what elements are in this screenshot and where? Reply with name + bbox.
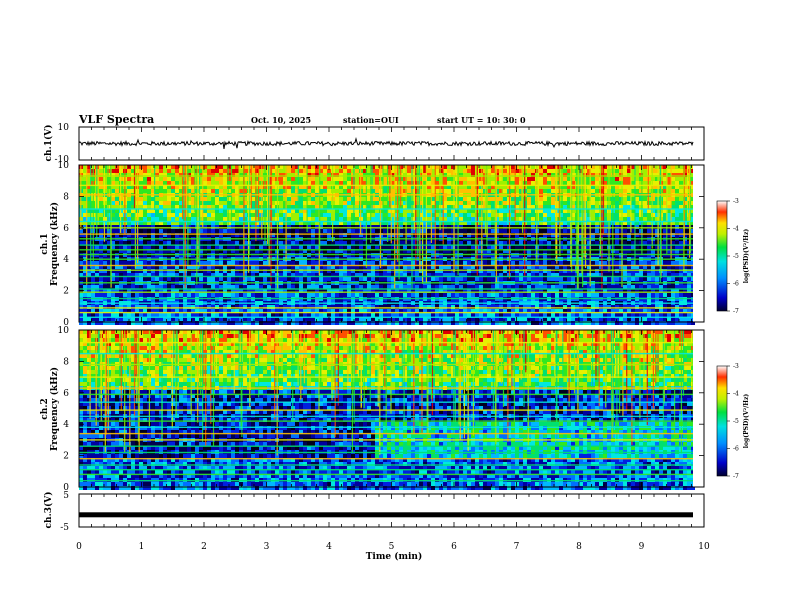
colorbar-tick-label: -4	[733, 391, 739, 398]
colorbar-tick-label: -3	[733, 363, 739, 370]
colorbar-tick-label: -5	[733, 253, 739, 260]
colorbar-tick-label: -3	[733, 198, 739, 205]
colorbar-tick-label: -4	[733, 226, 739, 233]
chart-date: Oct. 10, 2025	[251, 115, 311, 125]
y-tick-label: 4	[63, 420, 69, 430]
ch2-spec-ylabel-channel: ch.2	[40, 398, 50, 419]
colorbar-tick-label: -7	[733, 308, 739, 315]
x-tick-label: 1	[139, 542, 145, 552]
ch1-colorbar: -3 -4 -5 -6 -7 log(PSD)(V²/Hz)	[716, 198, 750, 315]
ch2-spectrogram-panel: 10 8 6 4 2 0 ch.2 Frequency (kHz)	[40, 326, 705, 493]
ch1-spec-ylabel-channel: ch.1	[40, 233, 50, 254]
ch3-ytick-bottom: -5	[60, 523, 69, 533]
ch1-colorbar-label: log(PSD)(V²/Hz)	[743, 229, 750, 284]
ch1-spec-frame	[78, 164, 705, 323]
colorbar-tick-label: -5	[733, 418, 739, 425]
y-tick-label: 6	[63, 389, 69, 399]
ch1-ytick-bottom: -10	[55, 155, 70, 165]
ch3-ylabel: ch.3(V)	[43, 492, 54, 529]
ch1-colorbar-scale	[716, 200, 728, 312]
ch2-spectrogram-image	[79, 330, 704, 490]
y-tick-label: 8	[63, 192, 69, 202]
ch1-spectrogram-image	[79, 165, 704, 325]
x-tick-label: 4	[326, 542, 332, 552]
chart-station: station=OUI	[343, 115, 399, 125]
y-tick-label: 2	[63, 452, 69, 462]
x-tick-label: 0	[76, 542, 82, 552]
ch3-waveform-panel: 5 -5 ch.3(V)	[43, 491, 705, 533]
ch2-spec-ylabel-frequency: Frequency (kHz)	[49, 367, 60, 451]
ch2-spec-frame	[78, 329, 705, 488]
ch3-ytick-top: 5	[63, 491, 69, 501]
x-axis-label: Time (min)	[366, 551, 423, 562]
x-tick-label: 8	[576, 542, 582, 552]
x-tick-label: 10	[698, 542, 710, 552]
ch1-spectrogram-panel: 10 8 6 4 2 0 ch.1 Frequency (kHz)	[40, 161, 705, 328]
ch1-ylabel: ch.1(V)	[43, 125, 54, 162]
x-tick-label: 9	[639, 542, 645, 552]
ch1-ytick-top: 10	[58, 123, 70, 133]
x-tick-label: 5	[389, 542, 395, 552]
y-tick-label: 6	[63, 224, 69, 234]
ch2-colorbar: -3 -4 -5 -6 -7 log(PSD)(V²/Hz)	[716, 363, 750, 480]
y-tick-label: 8	[63, 357, 69, 367]
chart-start-time: start UT = 10: 30: 0	[437, 115, 526, 125]
y-tick-label: 10	[58, 161, 70, 171]
ch2-colorbar-label: log(PSD)(V²/Hz)	[743, 394, 750, 449]
ch1-spec-ylabel-frequency: Frequency (kHz)	[49, 202, 60, 286]
y-tick-label: 0	[63, 483, 69, 493]
colorbar-tick-label: -6	[733, 281, 739, 288]
colorbar-tick-label: -7	[733, 473, 739, 480]
x-tick-label: 7	[514, 542, 520, 552]
y-tick-label: 4	[63, 255, 69, 265]
x-tick-label: 3	[264, 542, 270, 552]
chart-title: VLF Spectra	[78, 113, 154, 126]
x-tick-label: 6	[451, 542, 457, 552]
colorbar-tick-label: -6	[733, 446, 739, 453]
ch1-waveform-panel: 10 -10 ch.1(V)	[43, 123, 705, 165]
ch1-waveform-trace	[78, 137, 694, 149]
y-tick-label: 10	[58, 326, 70, 336]
x-tick-label: 2	[201, 542, 207, 552]
ch1-frame	[78, 126, 705, 161]
y-tick-label: 0	[63, 318, 69, 328]
ch3-frame	[78, 493, 705, 528]
ch3-waveform-trace	[79, 512, 693, 518]
ch2-colorbar-scale	[716, 365, 728, 477]
y-tick-label: 2	[63, 287, 69, 297]
